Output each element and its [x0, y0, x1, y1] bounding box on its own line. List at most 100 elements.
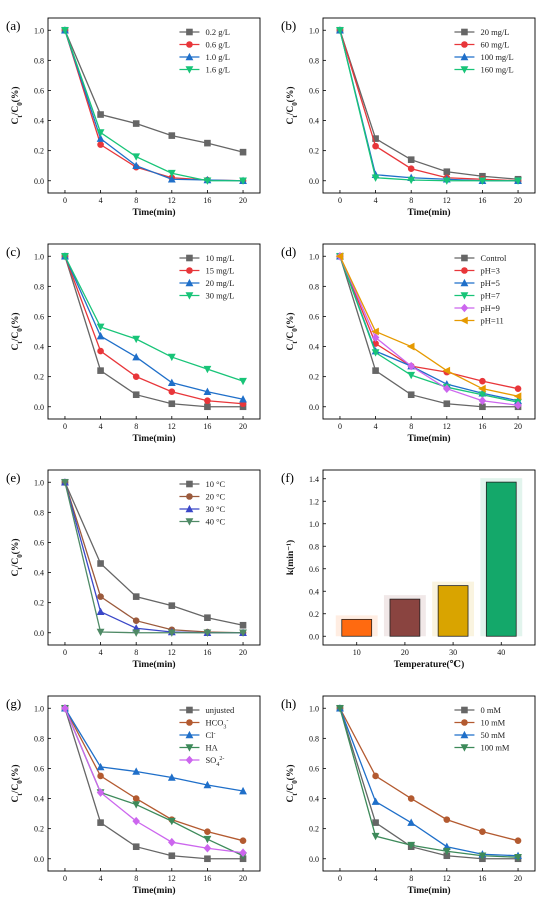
data-point: [239, 395, 247, 403]
data-point: [167, 175, 176, 183]
y-tick-label: 1.0: [309, 252, 319, 261]
y-tick-label: 0.8: [309, 734, 319, 743]
y-tick-label: 0.0: [309, 177, 319, 186]
series-line: [64, 708, 244, 860]
data-point: [97, 367, 104, 374]
legend-label: 30 °C: [205, 504, 225, 514]
data-point: [461, 267, 468, 274]
legend-item: 100 mM: [454, 743, 510, 753]
series-line: [339, 708, 519, 860]
y-tick-label: 0.8: [309, 282, 319, 291]
series: [61, 26, 247, 185]
legend-label: 0.6 g/L: [205, 40, 230, 50]
chart-panel-b: (b) 0 4 8 12 16 20 0.0 0.2 0.4 0.6 0.8 1.0 Time(min) C…: [281, 17, 536, 218]
data-point: [132, 629, 141, 637]
x-tick-label: 20: [401, 648, 409, 657]
legend-item: 20 mg/L: [454, 27, 509, 37]
chart-panel-f: (f) 0.0 0.2 0.4 0.6 0.8 1.0 1.2 1.4 10 20 30 40 Tempe…: [281, 469, 536, 670]
y-tick-label: 1.0: [309, 26, 319, 35]
legend-label: 0.2 g/L: [205, 27, 230, 37]
series: [61, 703, 247, 858]
x-tick-label: 4: [99, 648, 103, 657]
series-line: [64, 707, 244, 792]
x-tick-label: 8: [409, 196, 413, 205]
legend-item: pH=3: [454, 266, 500, 276]
series-line: [339, 255, 519, 406]
series-line: [64, 707, 244, 842]
x-tick-label: 0: [338, 874, 342, 883]
data-point: [168, 388, 176, 396]
data-point: [460, 303, 469, 313]
data-point: [478, 384, 486, 393]
legend-item: pH=5: [454, 278, 500, 288]
data-point: [513, 392, 522, 401]
series-line: [64, 707, 244, 854]
x-tick-label: 20: [239, 196, 247, 205]
data-point: [185, 504, 194, 513]
y-tick-label: 0.6: [309, 86, 319, 95]
y-tick-label: 0.8: [34, 508, 44, 517]
data-point: [204, 614, 211, 621]
data-point: [168, 602, 176, 609]
series: [61, 478, 247, 637]
data-point: [239, 621, 247, 629]
legend-label: 1.6 g/L: [205, 65, 230, 75]
series: [61, 252, 247, 408]
data-point: [372, 367, 379, 374]
series-line: [339, 256, 519, 408]
legend-item: HA: [179, 743, 219, 753]
series-line: [339, 30, 519, 182]
data-point: [97, 111, 104, 118]
data-point: [185, 518, 194, 526]
x-tick-label: 20: [514, 422, 522, 431]
legend-item: 30 mg/L: [179, 291, 234, 301]
data-point: [168, 837, 176, 847]
legend-label: 10 mg/L: [205, 253, 234, 263]
data-point: [460, 66, 469, 74]
data-point: [239, 177, 247, 185]
series: [61, 704, 247, 863]
x-tick-label: 10: [353, 648, 361, 657]
data-point: [461, 254, 468, 262]
x-tick-label: 0: [63, 874, 67, 883]
x-tick-label: 20: [514, 874, 522, 883]
data-point: [478, 177, 487, 185]
y-tick-label: 0.2: [309, 825, 319, 834]
data-point: [239, 837, 247, 844]
data-point: [132, 153, 141, 161]
data-point: [443, 400, 451, 408]
x-tick-label: 8: [134, 874, 138, 883]
data-point: [371, 333, 380, 342]
y-tick-label: 0.4: [309, 587, 319, 596]
y-axis-label: k(min⁻¹): [285, 540, 296, 575]
series-line: [339, 708, 519, 858]
x-tick-label: 16: [203, 874, 211, 883]
data-point: [204, 828, 211, 835]
data-point: [185, 52, 194, 61]
series: [61, 252, 247, 411]
legend-label: Cl-: [205, 730, 215, 740]
x-axis-label: Time(min): [132, 433, 175, 444]
y-tick-label: 1.2: [309, 497, 319, 506]
legend-label: HCO3-: [205, 718, 228, 731]
data-point: [97, 772, 104, 780]
data-point: [372, 135, 379, 142]
data-point: [204, 403, 211, 411]
legend-item: 10 mg/L: [179, 253, 234, 263]
data-point: [132, 161, 141, 169]
data-point: [443, 816, 451, 823]
x-tick-label: 12: [443, 874, 451, 883]
y-tick-label: 0.8: [34, 56, 44, 65]
y-tick-label: 0.6: [34, 764, 44, 773]
data-point: [442, 366, 451, 375]
y-tick-label: 0.8: [34, 282, 44, 291]
data-point: [132, 617, 140, 625]
x-tick-label: 16: [478, 196, 486, 205]
data-point: [443, 384, 451, 393]
data-point: [132, 843, 140, 851]
legend-item: 1.0 g/L: [179, 52, 230, 62]
legend-label: HA: [205, 743, 218, 753]
legend-label: unjusted: [205, 705, 235, 715]
data-point: [461, 41, 468, 48]
data-point: [61, 478, 69, 487]
